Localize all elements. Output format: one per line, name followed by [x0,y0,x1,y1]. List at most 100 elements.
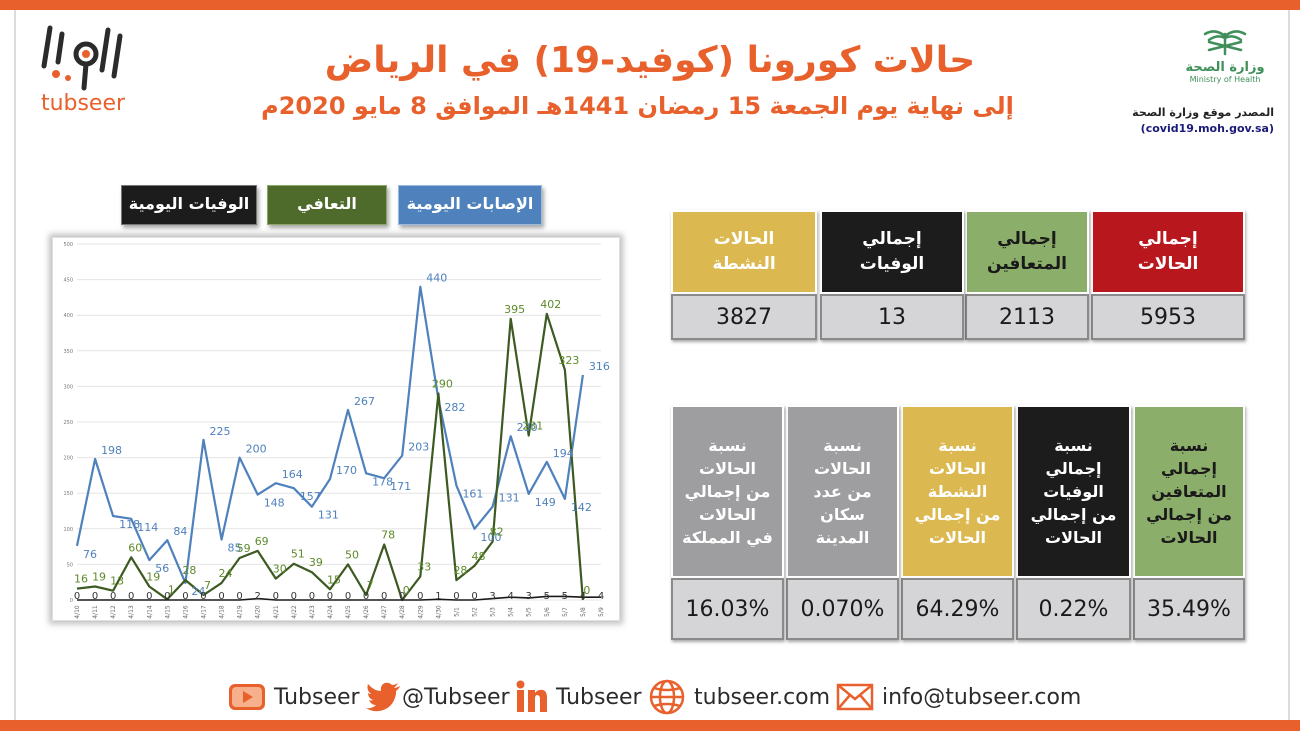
daily-cases-chart: 0 50 100 150 200 250 300 350 400 450 500 4/10 4/11 4/… [52,237,620,621]
ratios-header-0: نسبة إجمالي المتعافين من إجمالي الحالات [1133,405,1245,578]
deaths-data-label: 0 [236,591,242,602]
recovery-data-label: 13 [110,575,124,588]
ratios-header-2: نسبة الحالات النشطة من إجمالي الحالات [901,405,1014,578]
x-tick-label: 4/15 [164,605,171,619]
linkedin-handle: Tubseer [556,684,642,710]
recovery-data-label: 19 [92,570,106,583]
x-tick-label: 5/5 [526,607,533,617]
x-tick-label: 5/8 [580,607,587,617]
recovery-line [76,312,584,602]
y-tick-label: 500 [63,242,73,248]
y-tick-label: 450 [63,278,73,284]
recovery-data-label: 402 [540,298,561,311]
email-address: info@tubseer.com [882,684,1082,710]
x-tick-label: 4/30 [435,605,442,619]
deaths-data-label: 0 [74,591,80,602]
x-tick-label: 4/21 [273,605,280,619]
infections-data-label: 24 [191,585,205,598]
y-tick-label: 300 [63,384,73,390]
youtube-icon [229,684,265,710]
deaths-data-label: 4 [598,591,604,602]
recovery-data-label: 82 [490,526,504,539]
recovery-data-label: 323 [558,354,579,367]
legend-daily-deaths: الوفيات اليومية [121,185,257,225]
deaths-data-label: 0 [453,591,459,602]
twitter-icon [366,682,400,712]
x-tick-label: 4/13 [128,605,135,619]
totals-header-2: إجمالي الوفيات [820,210,964,294]
recovery-data-label: 60 [128,541,142,554]
moh-arabic-name: وزارة الصحة [1185,60,1265,75]
ratios-header-3: نسبة الحالات من عدد سكان المدينة [786,405,899,578]
x-tick-label: 5/6 [544,607,551,617]
recovery-data-label: 7 [367,579,374,592]
recovery-data-label: 24 [219,567,233,580]
footer-website[interactable]: tubseer.com [648,676,830,718]
youtube-handle: Tubseer [274,684,360,710]
source-label: المصدر موقع وزارة الصحة [1132,106,1274,119]
infections-data-label: 178 [372,475,393,488]
totals-header-1: إجمالي المتعافين [965,210,1089,294]
ratios-value-0: 35.49% [1133,578,1245,640]
page-frame [14,10,1290,720]
logo-wordmark: tubseer [41,91,126,116]
linkedin-icon [516,680,547,712]
deaths-data-label: 3 [489,591,495,602]
y-tick-label: 100 [63,527,73,533]
bottom-accent-bar [0,720,1300,731]
website-url: tubseer.com [694,684,831,710]
x-tick-label: 4/10 [74,605,81,619]
x-tick-label: 4/22 [291,605,298,619]
totals-value-2: 13 [820,294,964,340]
footer-twitter[interactable]: @Tubseer [366,676,510,718]
y-tick-label: 400 [63,313,73,319]
x-tick-label: 5/2 [472,607,479,617]
totals-value-0: 5953 [1091,294,1245,340]
deaths-data-label: 5 [562,591,568,602]
x-tick-label: 4/14 [146,605,153,619]
ratios-header-1: نسبة إجمالي الوفيات من إجمالي الحالات [1016,405,1131,578]
deaths-data-label: 0 [146,591,152,602]
ratios-header-4: نسبة الحالات من إجمالي الحالات في المملك… [671,405,784,578]
recovery-data-label: 290 [432,378,453,391]
recovery-data-label: 231 [522,420,543,433]
ratios-value-4: 16.03% [671,578,784,640]
recovery-data-label: 7 [204,579,211,592]
recovery-data-label: 39 [309,556,323,569]
deaths-data-label: 3 [526,591,532,602]
y-tick-label: 0 [70,598,73,604]
legend-daily-infections: الإصابات اليومية [398,185,542,225]
x-tick-label: 4/24 [327,605,334,619]
recovery-data-label: 78 [381,528,395,541]
infections-data-label: 84 [173,525,187,538]
recovery-data-label: 48 [472,550,486,563]
recovery-data-label: 69 [255,535,269,548]
deaths-data-label: 0 [291,591,297,602]
ratios-value-2: 64.29% [901,578,1014,640]
recovery-data-label: 59 [237,542,251,555]
deaths-data-label: 4 [507,591,513,602]
footer-email[interactable]: info@tubseer.com [836,676,1081,718]
page-title: حالات كورونا (كوفيد-19) في الرياض [324,40,976,81]
deaths-data-label: 0 [92,591,98,602]
x-tick-label: 4/28 [399,605,406,619]
recovery-data-label: 51 [291,548,305,561]
infections-data-label: 131 [499,492,520,505]
totals-header-3: الحالات النشطة [671,210,817,294]
deaths-data-label: 0 [200,591,206,602]
deaths-data-label: 0 [273,591,279,602]
footer-youtube[interactable]: Tubseer [228,676,360,718]
x-tick-label: 4/29 [417,605,424,619]
mail-icon [836,683,874,711]
recovery-data-label: 0 [583,584,590,597]
infections-data-label: 114 [137,521,158,534]
deaths-data-label: 0 [218,591,224,602]
infections-data-label: 440 [426,272,447,285]
deaths-data-label: 0 [345,591,351,602]
recovery-data-label: 33 [417,561,431,574]
source-url[interactable]: (covid19.moh.gov.sa) [1140,122,1274,135]
deaths-line [77,595,601,601]
footer-linkedin[interactable]: Tubseer [516,676,642,718]
infections-data-label: 225 [209,425,230,438]
